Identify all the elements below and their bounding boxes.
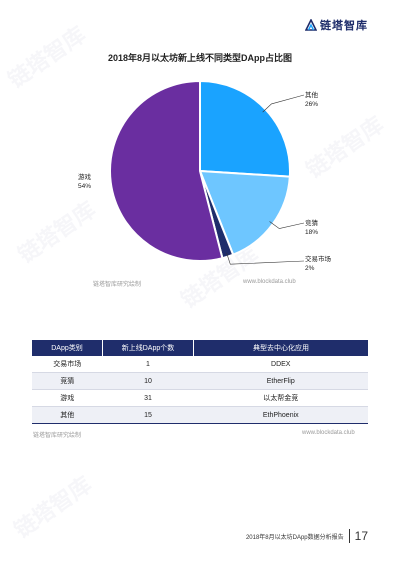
table-row: 游戏 31 以太帮金竞 bbox=[32, 389, 368, 407]
table-header-category: DApp类别 bbox=[32, 340, 103, 356]
page-number: 17 bbox=[354, 529, 368, 543]
page-footer: 2018年8月以太坊DApp数据分析报告 17 bbox=[246, 529, 368, 543]
table-row: 竞猜 10 EtherFlip bbox=[32, 372, 368, 390]
slice-label-pct: 26% bbox=[305, 100, 319, 108]
slice-label-games: 游戏 54% bbox=[78, 174, 91, 191]
table-cell: 竞猜 bbox=[32, 372, 103, 390]
slice-label-pct: 18% bbox=[305, 228, 319, 236]
slice-label-other: 其他 26% bbox=[305, 92, 318, 109]
watermark: 链塔智库 bbox=[9, 471, 97, 543]
pie-chart bbox=[108, 79, 305, 265]
table-cell: EtherFlip bbox=[193, 372, 368, 390]
table-source-right: www.blockdata.club bbox=[302, 430, 355, 436]
slice-label-betting: 竞猜 18% bbox=[305, 220, 318, 237]
table-cell: EthPhoenix bbox=[193, 406, 368, 424]
slice-label-text: 竞猜 bbox=[305, 220, 318, 227]
table-cell: DDEX bbox=[193, 356, 368, 373]
table-row: 其他 15 EthPhoenix bbox=[32, 406, 368, 424]
chart-source-right: www.blockdata.club bbox=[243, 279, 296, 285]
slice-label-text: 交易市场 bbox=[305, 256, 331, 263]
slice-label-exchange: 交易市场 2% bbox=[305, 256, 331, 273]
table-cell: 10 bbox=[102, 372, 194, 390]
table-header-app: 典型去中心化应用 bbox=[193, 340, 368, 356]
table-source-left: 链塔智库研究绘制 bbox=[33, 433, 82, 439]
table-cell: 15 bbox=[102, 406, 194, 424]
chart-title: 2018年8月以太坊新上线不同类型DApp占比图 bbox=[107, 53, 293, 63]
table-cell: 游戏 bbox=[32, 389, 103, 407]
dapp-table: DApp类别 新上线DApp个数 典型去中心化应用 交易市场 1 DDEX 竞猜… bbox=[32, 340, 368, 424]
table-cell: 其他 bbox=[32, 406, 103, 424]
leader-line bbox=[226, 252, 305, 265]
table-row: 交易市场 1 DDEX bbox=[32, 356, 368, 373]
table-cell: 1 bbox=[102, 356, 194, 373]
pie-slice-other bbox=[199, 79, 291, 178]
slice-label-pct: 54% bbox=[78, 182, 92, 190]
table-header-count: 新上线DApp个数 bbox=[102, 340, 194, 356]
table-cell: 31 bbox=[102, 389, 194, 407]
slice-label-text: 其他 bbox=[305, 92, 318, 99]
logo-mark-icon bbox=[305, 19, 317, 31]
leader-line bbox=[269, 221, 305, 229]
footer-report-title: 2018年8月以太坊DApp数据分析报告 bbox=[245, 535, 344, 541]
brand-name: 链塔智库 bbox=[320, 20, 368, 32]
slice-label-pct: 2% bbox=[305, 264, 315, 272]
table-cell: 以太帮金竞 bbox=[193, 389, 368, 407]
chart-source-left: 链塔智库研究绘制 bbox=[93, 282, 142, 288]
brand-logo: 链塔智库 bbox=[305, 17, 368, 33]
table-header-row: DApp类别 新上线DApp个数 典型去中心化应用 bbox=[32, 340, 368, 356]
table-cell: 交易市场 bbox=[32, 356, 103, 373]
pie-slice-games bbox=[108, 79, 224, 262]
slice-label-text: 游戏 bbox=[78, 174, 91, 181]
footer-divider bbox=[348, 529, 350, 543]
leader-line bbox=[262, 94, 305, 113]
